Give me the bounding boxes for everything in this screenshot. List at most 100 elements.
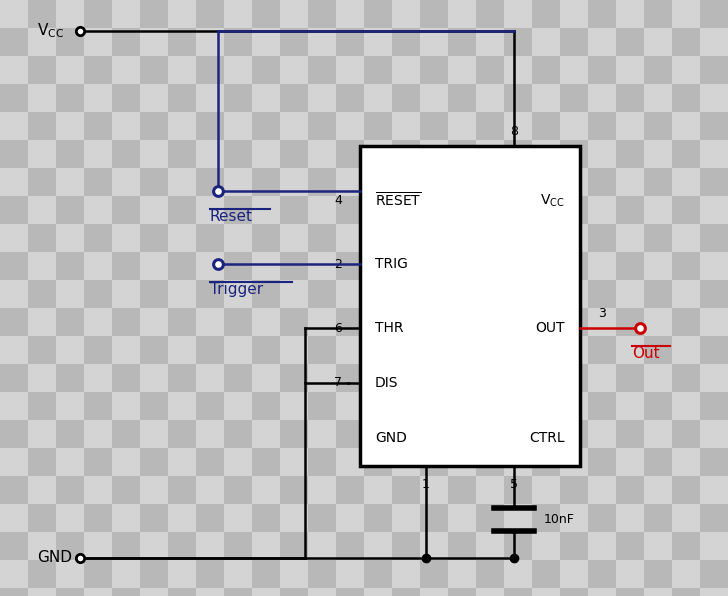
Bar — [336, 224, 364, 252]
Bar — [560, 56, 588, 84]
Bar — [56, 392, 84, 420]
Bar — [252, 448, 280, 476]
Bar — [616, 420, 644, 448]
Bar — [56, 504, 84, 532]
Bar — [252, 168, 280, 196]
Bar — [0, 252, 28, 280]
Bar — [140, 252, 168, 280]
Bar — [56, 532, 84, 560]
Bar — [672, 112, 700, 140]
Bar — [196, 84, 224, 112]
Bar — [532, 560, 560, 588]
Bar — [56, 28, 84, 56]
Bar — [168, 56, 196, 84]
Bar — [364, 364, 392, 392]
Bar — [504, 504, 532, 532]
Bar — [28, 196, 56, 224]
Bar — [28, 84, 56, 112]
Bar — [504, 280, 532, 308]
Bar — [672, 28, 700, 56]
Bar — [504, 0, 532, 28]
Bar — [112, 588, 140, 596]
Bar — [476, 196, 504, 224]
Bar — [168, 140, 196, 168]
Bar — [308, 448, 336, 476]
Bar — [700, 336, 728, 364]
Bar — [308, 364, 336, 392]
Bar — [196, 532, 224, 560]
Bar — [364, 420, 392, 448]
Bar — [504, 336, 532, 364]
Bar — [616, 196, 644, 224]
Bar — [672, 336, 700, 364]
Bar — [0, 140, 28, 168]
Bar — [420, 28, 448, 56]
Bar — [84, 56, 112, 84]
Bar — [448, 364, 476, 392]
Bar — [140, 476, 168, 504]
Bar — [252, 280, 280, 308]
Bar — [168, 420, 196, 448]
Bar — [280, 56, 308, 84]
Bar — [196, 224, 224, 252]
Bar — [616, 308, 644, 336]
Bar — [616, 504, 644, 532]
Bar — [56, 336, 84, 364]
Bar — [392, 140, 420, 168]
Bar — [448, 532, 476, 560]
Bar — [84, 588, 112, 596]
Bar — [560, 420, 588, 448]
Bar — [308, 476, 336, 504]
Bar — [0, 56, 28, 84]
Bar — [196, 588, 224, 596]
Bar — [336, 112, 364, 140]
Bar — [700, 392, 728, 420]
Bar — [168, 364, 196, 392]
Bar — [140, 28, 168, 56]
Bar — [224, 28, 252, 56]
Bar — [168, 252, 196, 280]
Bar — [588, 448, 616, 476]
Bar — [616, 588, 644, 596]
Bar — [280, 168, 308, 196]
Bar — [588, 140, 616, 168]
Bar — [252, 476, 280, 504]
Bar — [0, 532, 28, 560]
Bar — [504, 392, 532, 420]
Bar — [168, 448, 196, 476]
Bar — [588, 504, 616, 532]
Bar — [504, 28, 532, 56]
Bar — [448, 560, 476, 588]
Bar — [28, 280, 56, 308]
Bar — [672, 168, 700, 196]
Bar — [560, 308, 588, 336]
Bar — [672, 560, 700, 588]
Bar — [700, 504, 728, 532]
Bar — [672, 588, 700, 596]
Bar — [252, 308, 280, 336]
Bar — [364, 252, 392, 280]
Bar — [448, 168, 476, 196]
Bar — [616, 224, 644, 252]
Bar — [616, 364, 644, 392]
Bar — [644, 448, 672, 476]
Bar — [560, 588, 588, 596]
Bar — [308, 84, 336, 112]
Bar — [224, 336, 252, 364]
Bar — [476, 140, 504, 168]
Text: 8: 8 — [510, 125, 518, 138]
Bar — [420, 336, 448, 364]
Bar — [280, 476, 308, 504]
Bar — [532, 140, 560, 168]
Bar — [252, 560, 280, 588]
Bar — [84, 392, 112, 420]
Bar — [700, 112, 728, 140]
Bar — [168, 308, 196, 336]
Bar — [112, 252, 140, 280]
Bar — [0, 280, 28, 308]
Bar — [392, 420, 420, 448]
Bar — [532, 168, 560, 196]
Bar — [504, 112, 532, 140]
Bar — [420, 504, 448, 532]
Bar — [476, 504, 504, 532]
